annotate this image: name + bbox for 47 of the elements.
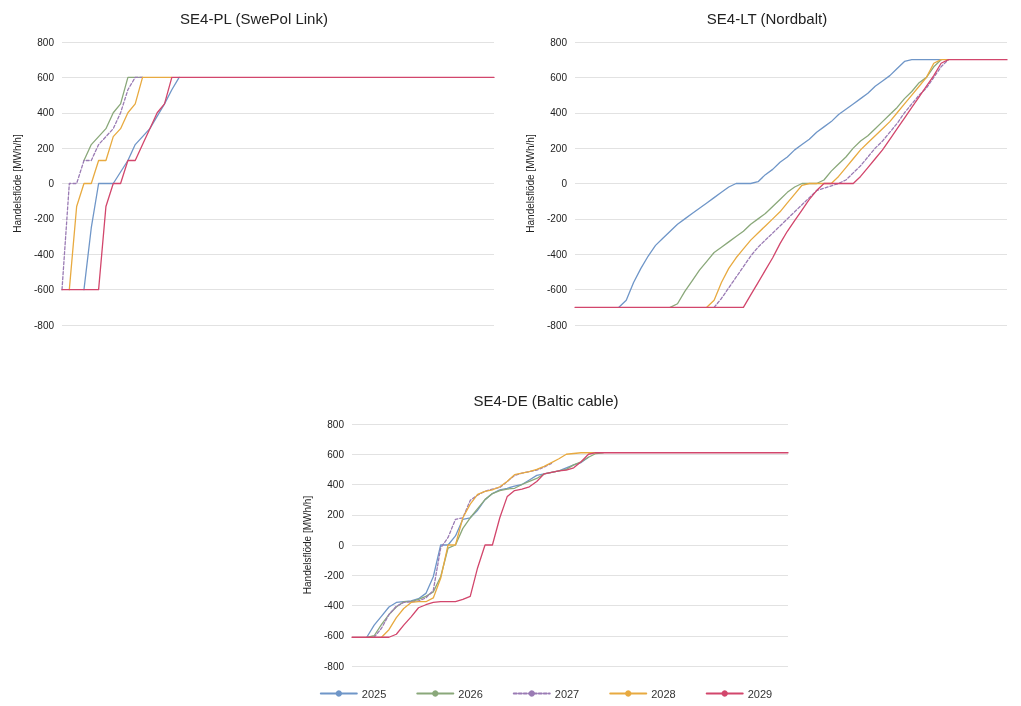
y-tick-label: 800	[550, 36, 568, 48]
line-series	[373, 462, 553, 638]
chart-title: SE4-DE (Baltic cable)	[473, 392, 619, 409]
y-tick-label: -600	[546, 284, 568, 296]
y-tick-label: -200	[33, 213, 55, 225]
legend-label: 2025	[361, 687, 387, 700]
y-tick-label: -800	[323, 660, 345, 672]
y-tick-label: -400	[33, 248, 55, 260]
y-tick-label: 800	[37, 36, 55, 48]
y-tick-label: 200	[37, 142, 55, 154]
y-axis-title: Handelsflöde [MWh/h]	[301, 495, 313, 595]
y-axis-title: Handelsflöde [MWh/h]	[524, 134, 536, 233]
y-tick-label: -400	[323, 600, 345, 611]
line-series	[574, 59, 1008, 308]
line-series	[61, 76, 495, 291]
line-series	[68, 76, 173, 291]
y-tick-label: 400	[327, 479, 345, 490]
line-series	[669, 59, 942, 308]
y-tick-label: 0	[48, 178, 55, 189]
y-tick-label: -200	[546, 213, 568, 225]
y-tick-label: 0	[561, 178, 568, 189]
legend-label: 2028	[651, 687, 676, 700]
legend-label: 2027	[554, 687, 580, 700]
y-tick-label: 600	[550, 71, 568, 83]
chart-title: SE4-PL (SwePol Link)	[180, 10, 328, 27]
line-series	[61, 76, 144, 291]
y-tick-label: 400	[550, 107, 568, 119]
line-series	[83, 76, 180, 291]
y-tick-label: 600	[327, 448, 345, 460]
y-tick-label: -600	[33, 284, 55, 296]
y-tick-label: -800	[546, 319, 568, 331]
y-tick-label: 200	[550, 142, 568, 154]
y-tick-label: -600	[323, 630, 345, 642]
y-tick-label: 0	[338, 539, 345, 551]
y-tick-label: 600	[37, 71, 55, 83]
line-series	[351, 452, 789, 638]
chart-title: SE4-LT (Nordbalt)	[706, 10, 828, 27]
legend-label: 2026	[458, 687, 483, 700]
y-tick-label: -200	[323, 569, 345, 581]
y-tick-label: 400	[37, 107, 55, 119]
legend-label: 2029	[747, 687, 773, 700]
y-tick-label: -800	[33, 319, 55, 331]
y-tick-label: 200	[327, 509, 345, 521]
line-series	[618, 59, 942, 308]
y-axis-title: Handelsflöde [MWh/h]	[11, 134, 23, 233]
y-tick-label: -400	[546, 248, 568, 260]
y-tick-label: 800	[327, 418, 345, 430]
